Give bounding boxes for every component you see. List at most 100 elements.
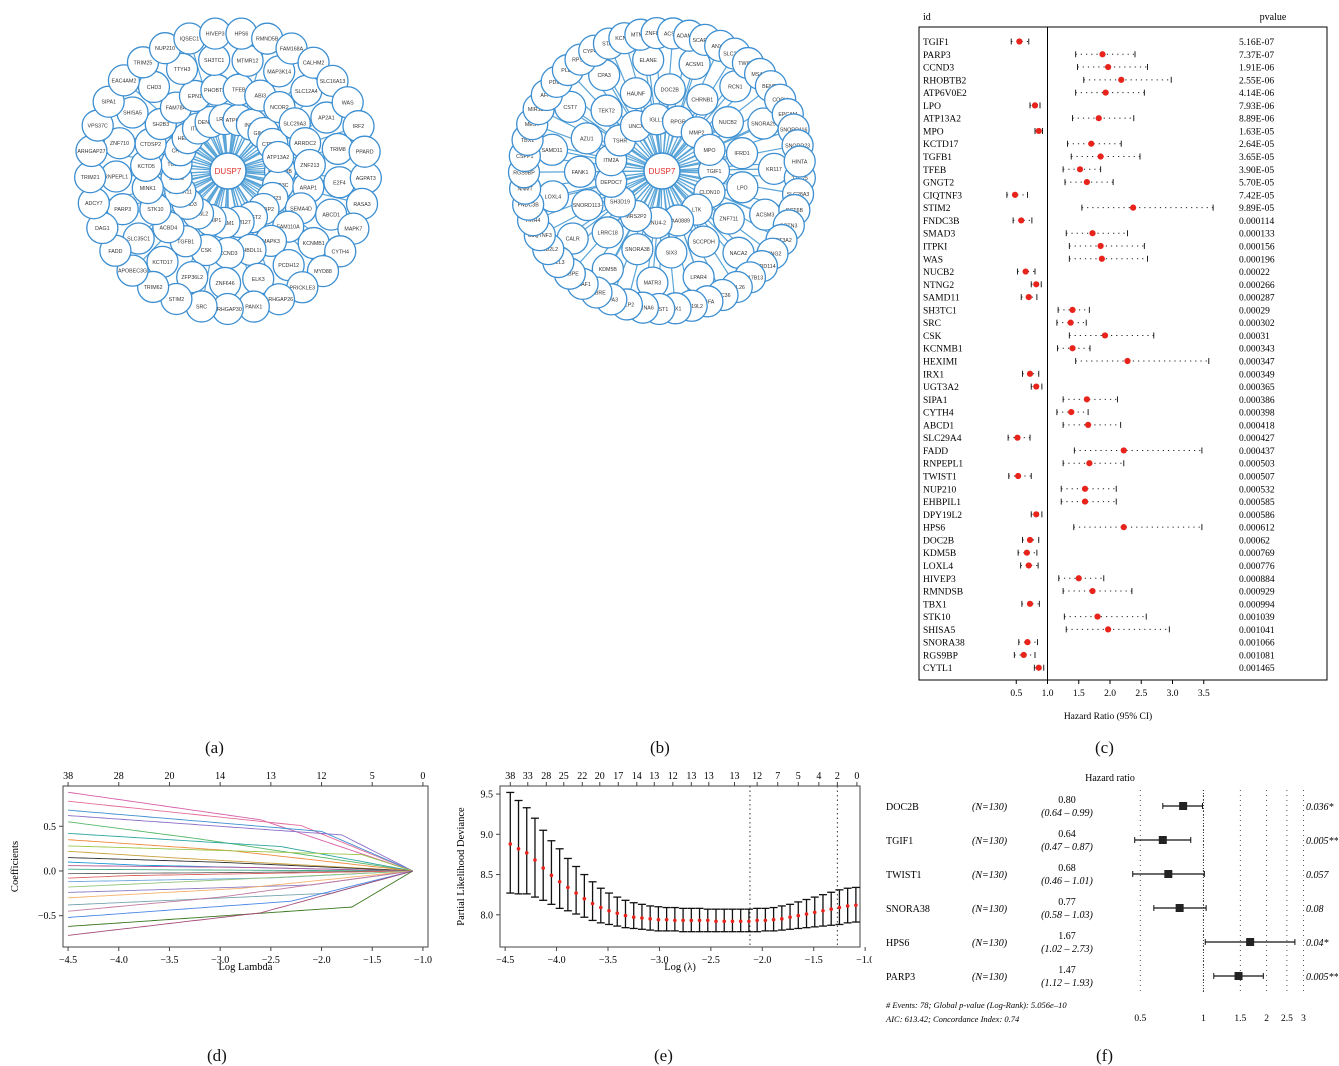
gene-id: SH3TC1	[923, 306, 957, 316]
gene-label: AGPAT3	[356, 176, 376, 182]
hr-marker	[1158, 836, 1167, 844]
deviance-point	[673, 918, 677, 923]
gene-label: AFF2	[540, 93, 553, 99]
gene-label: CYTH4	[332, 249, 349, 255]
gene-id: CYTL1	[923, 664, 953, 674]
deviance-point	[574, 891, 578, 895]
gene-label: NNMT	[517, 187, 533, 193]
top-tick-label: 28	[541, 771, 551, 782]
gene-label: ELK3	[252, 277, 265, 283]
hr-point	[1024, 639, 1031, 646]
deviance-point	[599, 905, 603, 910]
hub-label: DUSP7	[215, 167, 242, 176]
gene-label: CPA3	[597, 73, 610, 79]
gene-label: TTYH3	[174, 67, 191, 73]
p-value: 0.000349	[1239, 370, 1275, 380]
top-tick-label: 12	[317, 771, 327, 782]
gene-label: HINTA	[792, 160, 808, 166]
gene-id: STIM2	[923, 204, 951, 214]
gene-id: KCTD17	[923, 140, 959, 150]
gene-label: ZNF710	[110, 141, 129, 147]
p-value: 0.000884	[1239, 575, 1275, 585]
gene-id: STK10	[923, 613, 951, 623]
p-value: 5.16E-07	[1239, 38, 1274, 48]
hr-point	[1120, 524, 1127, 531]
deviance-point	[516, 846, 521, 851]
y-tick-label: 0.0	[44, 866, 57, 877]
top-tick-label: 13	[730, 771, 740, 782]
p-value: 0.001039	[1239, 613, 1275, 623]
p-value: 7.42E-05	[1239, 191, 1274, 201]
x-tick-label: −4.5	[59, 955, 77, 966]
gene-label: APOBEC3G	[118, 269, 147, 275]
p-value: 8.89E-06	[1239, 115, 1274, 125]
hr-point	[1069, 306, 1076, 313]
gene-label: SLC29A3	[283, 121, 306, 127]
gene-label: AP2A1	[318, 116, 335, 122]
panel-label-b: (b)	[650, 738, 670, 757]
gene-label: ZFP36L2	[181, 275, 203, 281]
x-tick-label: −2.0	[753, 955, 771, 966]
x-tick-label: 2	[1264, 1014, 1269, 1024]
gene-label: TRIM25	[134, 60, 153, 66]
gene-label: CALR	[566, 237, 580, 243]
gene-id: PARP3	[923, 51, 951, 61]
gene-id: KDM5B	[923, 549, 956, 559]
coefficient-path	[68, 870, 413, 936]
gene-label: CHD3	[147, 85, 161, 91]
deviance-point	[566, 885, 570, 890]
gene-label: IQSEC1	[180, 36, 199, 42]
gene-id: ABCD1	[923, 421, 954, 431]
gene-label: WAS	[342, 100, 354, 106]
y-axis-label: Coefficients	[10, 841, 21, 892]
x-tick-label: −4.5	[496, 955, 514, 966]
gene-id: TGIF1	[923, 38, 949, 48]
top-tick-label: 5	[796, 771, 801, 782]
gene-label: SNORA29	[751, 122, 776, 128]
coefficient-path	[68, 865, 413, 872]
top-tick-label: 13	[704, 771, 714, 782]
gene-label: PRICKLE3	[290, 285, 316, 291]
hr-value: 0.80	[1058, 795, 1076, 806]
gene-label: SNORA38	[625, 247, 650, 253]
gene-id: DPY19L2	[923, 511, 962, 521]
gene-id: ITPKI	[923, 242, 947, 252]
gene-id: SAMD11	[923, 294, 960, 304]
gene-label: FAM78A	[166, 106, 187, 112]
x-tick-label: −3.5	[599, 955, 617, 966]
gene-label: SCCPDH	[692, 240, 715, 246]
deviance-point	[722, 919, 727, 924]
gene-label: RMND5B	[256, 37, 279, 43]
hr-point	[1033, 281, 1040, 288]
x-tick-label: −3.0	[211, 955, 229, 966]
gene-label: DPY19L2	[680, 304, 703, 310]
gene-label: ITM2A	[603, 158, 619, 164]
gene-id: RHOBTB2	[923, 76, 967, 86]
gene-label: HAUNF	[627, 91, 646, 97]
deviance-point	[845, 904, 850, 908]
hr-point	[1016, 38, 1023, 45]
gene-label: LPAR4	[690, 275, 706, 281]
gene-label: SLC16A13	[320, 79, 346, 85]
gene-id: SNORA38	[923, 639, 965, 649]
gene-label: RHBDL1L	[239, 248, 263, 254]
sample-size: (N=130)	[972, 904, 1008, 915]
top-tick-label: 14	[215, 771, 225, 782]
deviance-point	[755, 918, 759, 923]
gene-label: ARHGAP30	[214, 307, 242, 313]
hr-ci: (0.58 – 1.03)	[1041, 910, 1093, 921]
p-value: 3.90E-05	[1239, 166, 1274, 176]
top-tick-label: 22	[577, 771, 587, 782]
hr-point	[1088, 140, 1095, 147]
gene-label: ELANE	[640, 58, 658, 64]
gene-label: HIVEP3	[206, 32, 225, 38]
coefficient-path	[68, 832, 413, 872]
top-tick-label: 17	[613, 771, 623, 782]
gene-label: SHISA5	[123, 110, 142, 116]
p-value: 0.000612	[1239, 524, 1275, 534]
gene-id: FADD	[923, 447, 948, 457]
x-tick-label: 1.5	[1073, 689, 1085, 699]
x-axis-label: Hazard Ratio (95% CI)	[1064, 711, 1152, 722]
chart-title: Hazard ratio	[1085, 773, 1135, 784]
gene-id: UGT3A2	[923, 383, 959, 393]
